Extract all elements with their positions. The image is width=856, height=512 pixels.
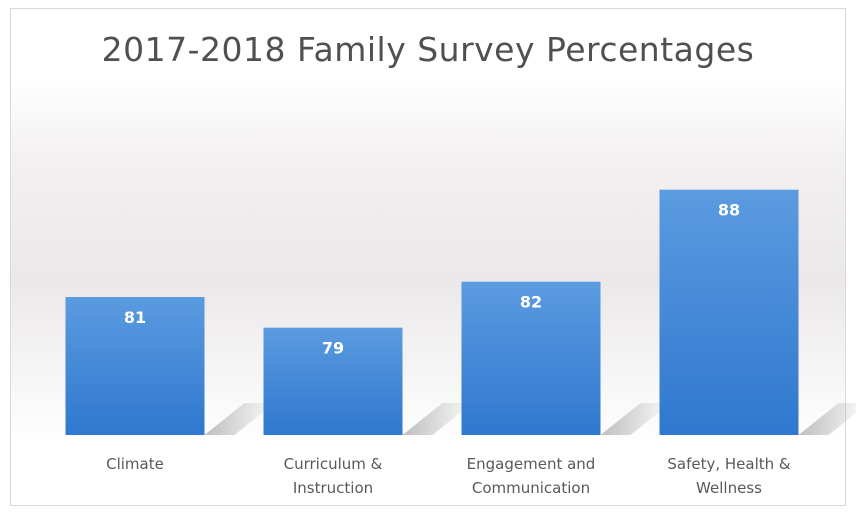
bar-shadow	[204, 403, 275, 435]
data-label: 81	[124, 308, 146, 327]
x-tick-label: Curriculum & Instruction	[284, 455, 383, 497]
data-label: 82	[520, 293, 542, 312]
bar	[461, 281, 601, 435]
data-label: 79	[322, 339, 344, 358]
bar-shadow	[600, 403, 671, 435]
x-tick-label: Engagement and Communication	[467, 455, 596, 497]
chart-title: 2017-2018 Family Survey Percentages	[101, 30, 755, 69]
bar	[263, 327, 403, 435]
data-label: 88	[718, 201, 740, 220]
bar	[65, 297, 205, 435]
bar	[659, 189, 799, 435]
bar-shadow	[402, 403, 473, 435]
x-tick-label: Climate	[106, 455, 164, 473]
bar-shadow	[798, 403, 856, 435]
x-tick-label: Safety, Health & Wellness	[667, 455, 791, 497]
